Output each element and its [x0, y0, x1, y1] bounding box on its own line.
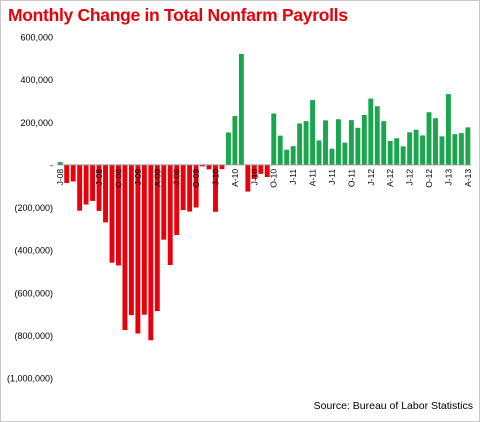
bar — [290, 146, 296, 165]
bar — [348, 120, 354, 165]
x-tick-label: O-11 — [346, 169, 356, 188]
x-tick-label: J-11 — [288, 169, 298, 185]
bar — [316, 140, 322, 165]
bar — [245, 164, 251, 192]
bar — [426, 112, 432, 165]
x-tick-label: O-12 — [424, 169, 434, 188]
bar — [400, 146, 406, 165]
bar — [251, 164, 257, 179]
bar — [465, 127, 471, 165]
bar — [374, 106, 380, 165]
bar — [77, 164, 83, 211]
bar — [103, 164, 108, 223]
bar — [135, 164, 141, 334]
bar — [109, 164, 115, 263]
bar — [458, 133, 464, 165]
bar — [361, 115, 367, 165]
bar — [70, 164, 76, 182]
x-tick-label: O-08 — [113, 169, 123, 188]
x-tick-label: J-09 — [172, 169, 182, 186]
x-tick-label: J-09 — [133, 169, 143, 186]
bar — [180, 164, 186, 211]
bar — [342, 142, 348, 165]
bar — [232, 116, 238, 165]
bar — [310, 100, 316, 165]
bar — [387, 141, 393, 165]
x-tick-label: A-09 — [152, 169, 162, 187]
x-tick-label: O-09 — [191, 169, 201, 188]
x-tick-label: J-11 — [327, 169, 337, 185]
bar — [271, 113, 277, 165]
y-tick-label: 200,000 — [20, 118, 53, 128]
bar — [413, 129, 419, 165]
bar — [116, 164, 121, 266]
bar — [96, 164, 102, 211]
bar — [148, 164, 154, 341]
plot-area: 600,000 400,000 200,000 - (200,000) (400,000)… — [7, 33, 473, 384]
bar — [187, 164, 193, 212]
x-tick-label: J-10 — [211, 169, 221, 186]
bar — [238, 53, 244, 165]
bar — [284, 149, 290, 165]
bar — [200, 164, 206, 167]
bar — [154, 164, 160, 312]
x-tick-label: A-11 — [308, 169, 318, 187]
bar — [433, 118, 438, 165]
bar — [213, 164, 218, 212]
bar — [381, 121, 387, 165]
y-tick-label: (600,000) — [14, 288, 53, 298]
bar — [83, 164, 89, 205]
y-tick-label: (800,000) — [14, 331, 53, 341]
bar — [226, 132, 231, 165]
y-tick-label: - — [50, 160, 53, 170]
bar — [122, 164, 128, 331]
source-note: Source: Bureau of Labor Statistics — [313, 400, 473, 412]
bar — [323, 120, 328, 165]
bar — [445, 94, 451, 165]
bar — [64, 164, 70, 183]
bar — [368, 98, 374, 165]
bar — [355, 127, 361, 165]
x-tick-label: J-12 — [366, 169, 376, 186]
bar — [161, 164, 167, 240]
bar — [174, 164, 180, 235]
bar — [219, 164, 225, 170]
y-tick-label: 600,000 — [20, 33, 53, 43]
bar — [57, 162, 63, 165]
bar — [303, 121, 309, 165]
bar — [264, 164, 270, 178]
y-tick-label: (200,000) — [14, 203, 53, 213]
bar — [407, 132, 413, 165]
x-tick-label: A-12 — [385, 169, 395, 187]
bar — [90, 164, 96, 201]
bar — [297, 123, 303, 165]
bar — [452, 134, 458, 165]
y-tick-label: (400,000) — [14, 246, 53, 256]
x-tick-label: J-08 — [94, 169, 104, 186]
bar — [439, 136, 445, 165]
bar — [128, 164, 134, 316]
bar — [277, 135, 283, 165]
bar — [420, 135, 426, 165]
bar — [206, 164, 212, 170]
x-tick-label: A-13 — [463, 169, 473, 187]
x-tick-label: J-10 — [249, 169, 259, 186]
x-tick-label: O-10 — [269, 169, 279, 188]
bar — [329, 148, 335, 165]
bar — [193, 164, 199, 208]
y-tick-label: 400,000 — [20, 75, 53, 85]
x-tick-label: J-12 — [405, 169, 415, 186]
bar — [167, 164, 173, 266]
x-tick-label: J-08 — [55, 169, 65, 186]
bar — [258, 164, 264, 174]
bar — [336, 119, 341, 165]
chart-title: Monthly Change in Total Nonfarm Payrolls — [8, 5, 348, 25]
bar — [141, 164, 147, 315]
y-tick-label: (1,000,000) — [7, 374, 53, 384]
x-tick-label: A-10 — [230, 169, 240, 187]
bar — [394, 138, 400, 165]
x-tick-label: J-13 — [443, 169, 453, 186]
